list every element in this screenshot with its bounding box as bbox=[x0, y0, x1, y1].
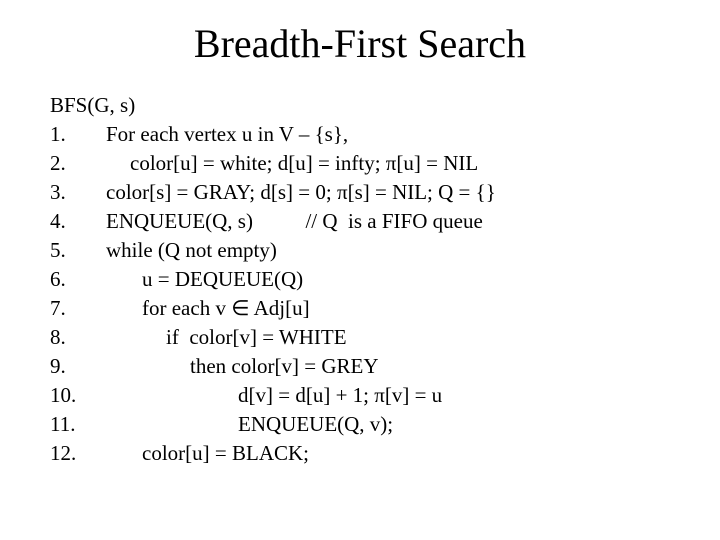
code-line: 1.For each vertex u in V – {s}, bbox=[50, 120, 670, 149]
line-number: 6. bbox=[50, 265, 106, 294]
line-number: 8. bbox=[50, 323, 106, 352]
code-line: 10.d[v] = d[u] + 1; π[v] = u bbox=[50, 381, 670, 410]
line-text: then color[v] = GREY bbox=[106, 352, 379, 381]
slide: Breadth-First Search BFS(G, s) 1.For eac… bbox=[0, 0, 720, 488]
line-text: ENQUEUE(Q, s) // Q is a FIFO queue bbox=[106, 207, 483, 236]
line-number: 12. bbox=[50, 439, 106, 468]
line-text: ENQUEUE(Q, v); bbox=[106, 410, 393, 439]
code-line: 7.for each v ∈ Adj[u] bbox=[50, 294, 670, 323]
line-number: 3. bbox=[50, 178, 106, 207]
line-number: 11. bbox=[50, 410, 106, 439]
slide-title: Breadth-First Search bbox=[50, 20, 670, 67]
code-line: 8.if color[v] = WHITE bbox=[50, 323, 670, 352]
line-number: 9. bbox=[50, 352, 106, 381]
function-signature: BFS(G, s) bbox=[50, 91, 670, 120]
code-line: 2.color[u] = white; d[u] = infty; π[u] =… bbox=[50, 149, 670, 178]
code-line: 9.then color[v] = GREY bbox=[50, 352, 670, 381]
line-text: d[v] = d[u] + 1; π[v] = u bbox=[106, 381, 442, 410]
line-text: color[u] = BLACK; bbox=[106, 439, 309, 468]
line-text: color[s] = GRAY; d[s] = 0; π[s] = NIL; Q… bbox=[106, 178, 496, 207]
line-number: 2. bbox=[50, 149, 106, 178]
code-line: 4.ENQUEUE(Q, s) // Q is a FIFO queue bbox=[50, 207, 670, 236]
line-text: color[u] = white; d[u] = infty; π[u] = N… bbox=[106, 149, 478, 178]
code-line: 6.u = DEQUEUE(Q) bbox=[50, 265, 670, 294]
code-line: 11.ENQUEUE(Q, v); bbox=[50, 410, 670, 439]
code-line: 3.color[s] = GRAY; d[s] = 0; π[s] = NIL;… bbox=[50, 178, 670, 207]
code-line: 12.color[u] = BLACK; bbox=[50, 439, 670, 468]
line-number: 7. bbox=[50, 294, 106, 323]
code-line: 5.while (Q not empty) bbox=[50, 236, 670, 265]
line-number: 4. bbox=[50, 207, 106, 236]
line-number: 1. bbox=[50, 120, 106, 149]
line-text: u = DEQUEUE(Q) bbox=[106, 265, 303, 294]
pseudocode-block: BFS(G, s) 1.For each vertex u in V – {s}… bbox=[50, 91, 670, 468]
line-text: if color[v] = WHITE bbox=[106, 323, 347, 352]
code-lines: 1.For each vertex u in V – {s},2.color[u… bbox=[50, 120, 670, 468]
line-text: for each v ∈ Adj[u] bbox=[106, 294, 310, 323]
line-number: 5. bbox=[50, 236, 106, 265]
line-text: while (Q not empty) bbox=[106, 236, 277, 265]
line-text: For each vertex u in V – {s}, bbox=[106, 120, 348, 149]
line-number: 10. bbox=[50, 381, 106, 410]
